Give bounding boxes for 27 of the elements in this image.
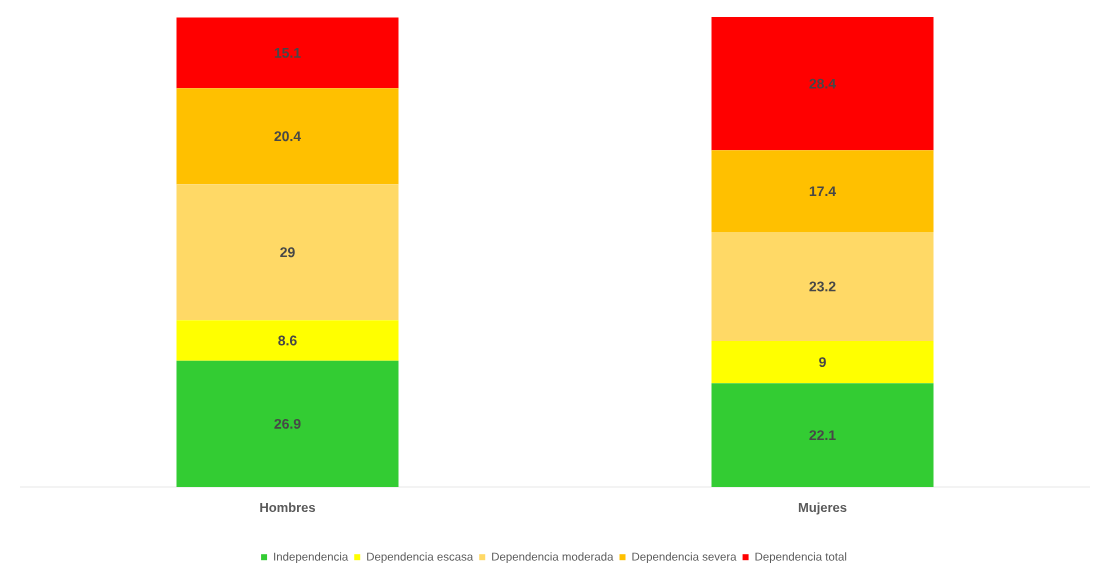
bar — [711, 17, 934, 151]
bar — [176, 360, 399, 487]
legend-label: Dependencia escasa — [367, 552, 474, 563]
bar — [176, 88, 399, 185]
bar — [176, 320, 399, 361]
bar — [711, 150, 934, 233]
bar — [176, 17, 399, 89]
data-label: 29 — [280, 247, 295, 258]
legend-label: Dependencia moderada — [492, 552, 614, 563]
data-label: 8.6 — [278, 335, 297, 346]
data-label: 28.4 — [809, 78, 837, 89]
data-label: 23.2 — [809, 281, 836, 292]
x-tick-label: Mujeres — [798, 502, 847, 515]
data-label: 20.4 — [274, 131, 301, 142]
data-label: 22.1 — [809, 430, 836, 440]
bar — [711, 232, 934, 341]
legend-label: Independencia — [274, 552, 349, 563]
legend-label: Dependencia total — [755, 552, 847, 563]
bar — [176, 184, 399, 321]
data-label: 15.1 — [274, 48, 301, 58]
data-label: 9 — [819, 357, 826, 368]
legend-label: Dependencia severa — [632, 552, 737, 563]
bar — [711, 383, 934, 487]
x-tick-label: Hombres — [260, 502, 316, 513]
bar — [711, 340, 934, 384]
data-label: 26.9 — [274, 418, 301, 429]
data-label: 17.4 — [809, 186, 837, 196]
